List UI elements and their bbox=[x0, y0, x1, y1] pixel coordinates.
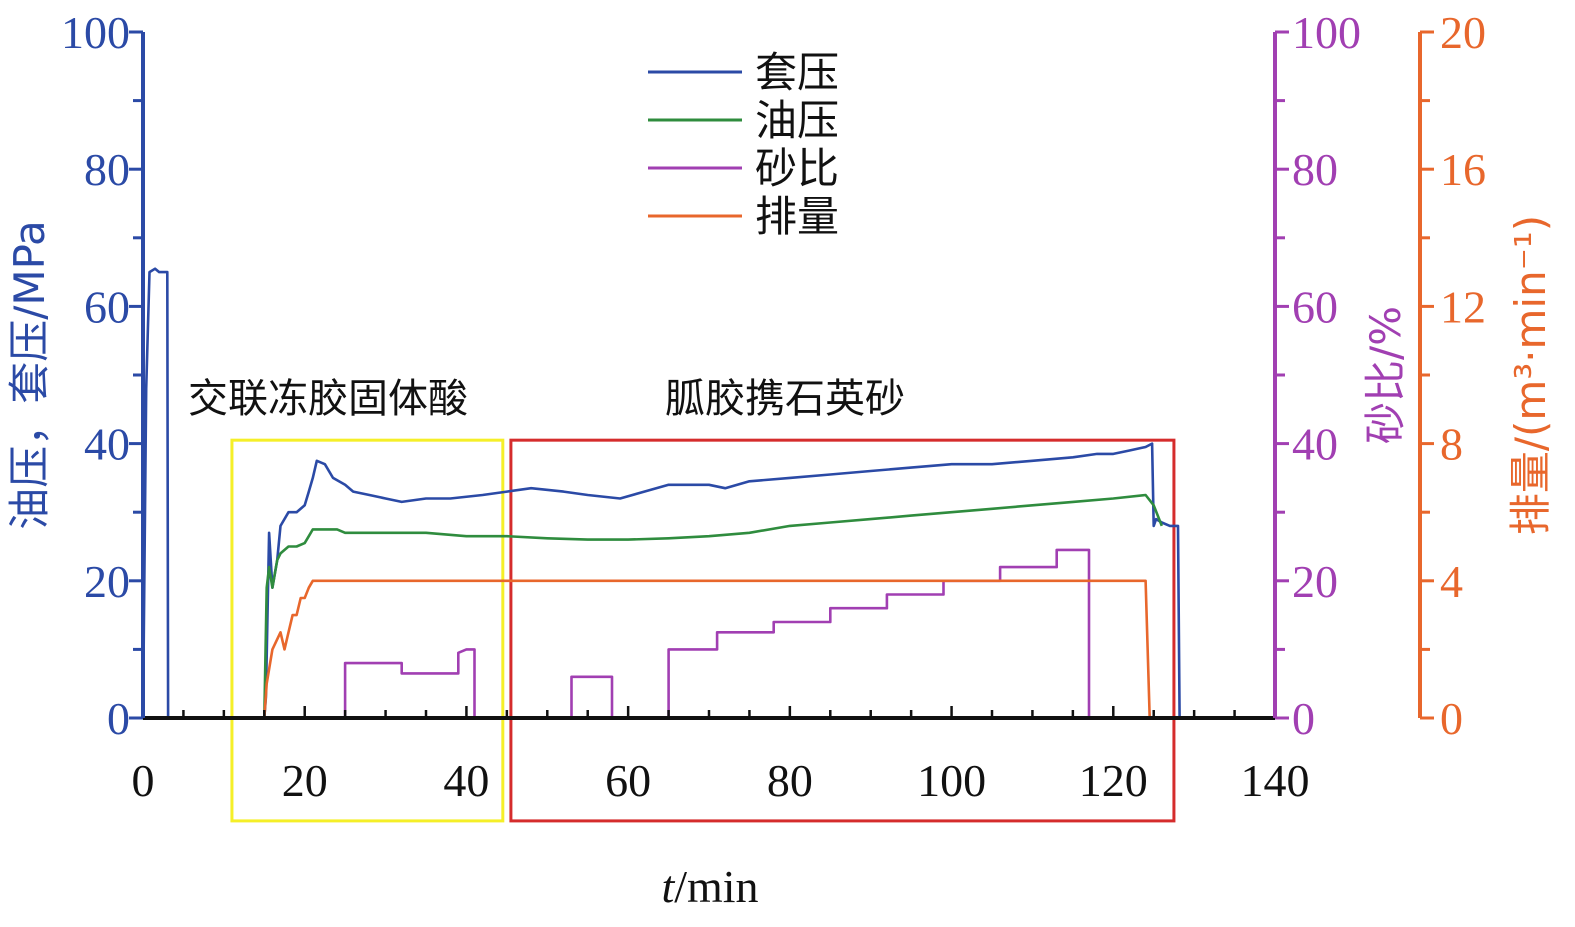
x-tick-label: 140 bbox=[1241, 755, 1310, 806]
right-axis-rate-tick-label: 4 bbox=[1440, 556, 1463, 607]
right-axis-rate-tick-label: 0 bbox=[1440, 693, 1463, 744]
x-tick-label: 100 bbox=[917, 755, 986, 806]
right-axis-rate-tick-label: 12 bbox=[1440, 281, 1486, 332]
right-axis-rate-tick-label: 20 bbox=[1440, 7, 1486, 58]
left-axis-tick-label: 0 bbox=[107, 693, 130, 744]
left-axis-tick-label: 60 bbox=[84, 281, 130, 332]
series-lines bbox=[141, 267, 1181, 720]
series-line-2 bbox=[263, 493, 1164, 719]
right-axis-sand-title: 砂比/% bbox=[1361, 306, 1410, 444]
axes: 0 20 40 60 80 100 120 1400204060801000204060801… bbox=[61, 7, 1486, 806]
left-axis-tick-label: 80 bbox=[84, 144, 130, 195]
right-axis-rate-tick-label: 16 bbox=[1440, 144, 1486, 195]
legend-label: 排量 bbox=[755, 192, 839, 241]
right-axis-sand-tick-label: 80 bbox=[1292, 144, 1338, 195]
x-tick-label: 60 bbox=[605, 755, 651, 806]
right-axis-rate-title: 排量/(m³·min⁻¹) bbox=[1506, 215, 1555, 535]
x-axis-title: t/min bbox=[661, 861, 758, 912]
series-line-3 bbox=[343, 548, 1091, 720]
left-axis-title: 油压，套压/MPa bbox=[5, 220, 54, 530]
x-tick-label: 120 bbox=[1079, 755, 1148, 806]
right-axis-sand-tick-label: 100 bbox=[1292, 7, 1361, 58]
right-axis-sand-tick-label: 60 bbox=[1292, 281, 1338, 332]
annotation-boxes bbox=[230, 438, 1176, 823]
left-axis-tick-label: 100 bbox=[61, 7, 130, 58]
legend-label: 砂比 bbox=[755, 144, 839, 193]
series-line-1 bbox=[141, 267, 1181, 720]
right-axis-sand-tick-label: 20 bbox=[1292, 556, 1338, 607]
x-tick-label: 0 bbox=[132, 755, 155, 806]
right-axis-sand-tick-label: 0 bbox=[1292, 693, 1315, 744]
left-axis-tick-label: 40 bbox=[84, 419, 130, 470]
right-axis-sand-tick-label: 40 bbox=[1292, 419, 1338, 470]
annotation-box-1 bbox=[230, 438, 505, 823]
x-tick-label: 80 bbox=[767, 755, 813, 806]
annotation-label-1: 交联冻胶固体酸 bbox=[188, 376, 468, 422]
left-axis-tick-label: 20 bbox=[84, 556, 130, 607]
right-axis-rate-tick-label: 8 bbox=[1440, 419, 1463, 470]
legend-label: 油压 bbox=[755, 96, 839, 145]
annotation-label-2: 胍胶携石英砂 bbox=[665, 376, 905, 422]
annotation-box-2 bbox=[509, 438, 1176, 823]
labels: 交联冻胶固体酸 胍胶携石英砂 t/min 油压，套压/MPa 砂比/% 排量/(m³·mi… bbox=[5, 215, 1555, 912]
x-tick-label: 20 bbox=[282, 755, 328, 806]
legend-label: 套压 bbox=[755, 48, 839, 97]
x-tick-label: 40 bbox=[443, 755, 489, 806]
series-line-4 bbox=[263, 579, 1151, 719]
